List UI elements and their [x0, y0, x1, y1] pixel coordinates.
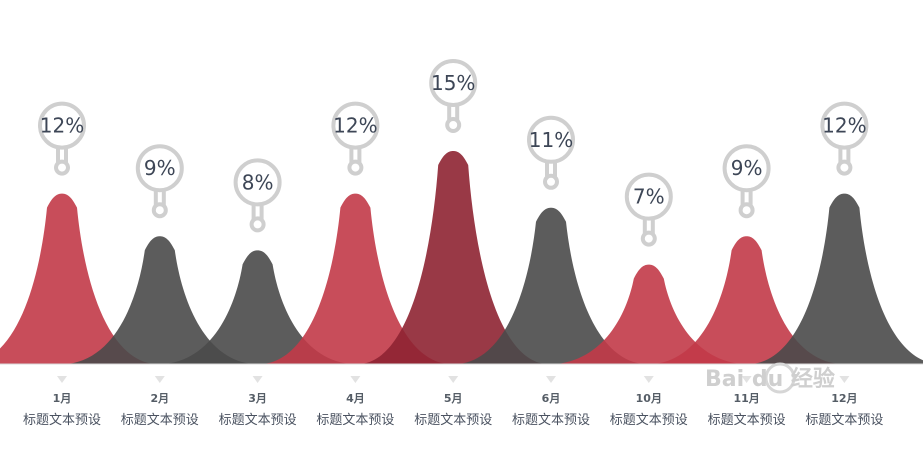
value-label-5: 15% — [431, 71, 475, 95]
value-label-9: 12% — [822, 114, 866, 138]
pin-ring — [249, 216, 266, 233]
pins-layer — [38, 59, 869, 247]
pin-ring — [151, 202, 168, 219]
tick-marker-3 — [252, 376, 263, 383]
peak-5 — [361, 151, 546, 364]
tick-marker-1 — [57, 376, 67, 383]
value-label-4: 12% — [333, 114, 377, 138]
value-pin-9 — [820, 101, 869, 176]
pin-bubble — [429, 59, 478, 107]
tick-marker-6 — [546, 376, 556, 383]
tick-label-1: 1月 — [53, 392, 72, 405]
watermark-paw-icon — [764, 362, 796, 394]
pin-ring — [640, 230, 657, 247]
caption-8: 标题文本预设 — [708, 413, 786, 428]
pin-ring — [445, 117, 462, 133]
value-pin-8 — [722, 144, 771, 219]
value-label-6: 11% — [529, 128, 573, 152]
watermark: Bai du 经验 — [705, 362, 835, 394]
pin-ring — [543, 173, 559, 190]
pin-bubble — [233, 158, 282, 207]
peaks-layer — [0, 151, 923, 364]
pin-ring — [54, 159, 70, 176]
value-label-3: 8% — [242, 170, 274, 194]
tick-marker-9 — [839, 376, 850, 383]
peak-9 — [752, 193, 923, 364]
value-pin-7 — [624, 172, 673, 247]
tick-label-5: 5月 — [444, 392, 463, 405]
peak-2 — [67, 236, 252, 364]
pin-bubble — [624, 172, 673, 221]
tick-label-6: 6月 — [542, 392, 561, 405]
caption-6: 标题文本预设 — [512, 413, 590, 428]
pin-bubble — [331, 101, 380, 150]
pin-bubble — [527, 115, 575, 164]
caption-5: 标题文本预设 — [414, 413, 492, 428]
tick-label-2: 2月 — [150, 392, 169, 405]
tick-label-3: 3月 — [248, 392, 267, 405]
pin-bubble — [38, 101, 86, 150]
value-pin-6 — [527, 115, 575, 190]
caption-9: 标题文本预设 — [805, 413, 883, 428]
caption-1: 标题文本预设 — [23, 413, 101, 428]
value-label-2: 9% — [144, 156, 176, 180]
pin-ring — [347, 159, 364, 176]
tick-marker-4 — [350, 376, 361, 383]
peak-3 — [165, 250, 350, 364]
tick-marker-7 — [643, 376, 654, 383]
tick-label-7: 10月 — [636, 392, 662, 405]
value-label-7: 7% — [633, 185, 665, 209]
tick-label-9: 12月 — [831, 392, 857, 405]
tick-marker-5 — [448, 376, 459, 383]
watermark-text: Bai du 经验 — [705, 366, 835, 392]
value-pin-1 — [38, 101, 86, 176]
pin-bubble — [820, 101, 869, 150]
caption-7: 标题文本预设 — [610, 413, 688, 428]
peak-6 — [459, 207, 643, 364]
tick-label-8: 11月 — [733, 392, 759, 405]
peak-7 — [556, 264, 741, 364]
caption-4: 标题文本预设 — [316, 413, 394, 428]
peak-8 — [654, 236, 839, 364]
peak-4 — [263, 193, 448, 364]
caption-2: 标题文本预设 — [121, 413, 199, 428]
value-pin-4 — [331, 101, 380, 176]
tick-marker-8 — [741, 376, 752, 383]
pin-ring — [836, 159, 853, 176]
tick-marker-2 — [154, 376, 165, 383]
value-label-8: 9% — [731, 156, 763, 180]
peak-1 — [0, 193, 154, 364]
caption-3: 标题文本预设 — [219, 413, 297, 428]
tick-label-4: 4月 — [346, 392, 365, 405]
value-pin-2 — [135, 144, 184, 219]
pin-bubble — [722, 144, 771, 193]
pin-bubble — [135, 144, 184, 193]
value-label-1: 12% — [40, 114, 84, 138]
value-pin-5 — [429, 59, 478, 133]
value-pin-3 — [233, 158, 282, 233]
pin-ring — [738, 202, 755, 219]
